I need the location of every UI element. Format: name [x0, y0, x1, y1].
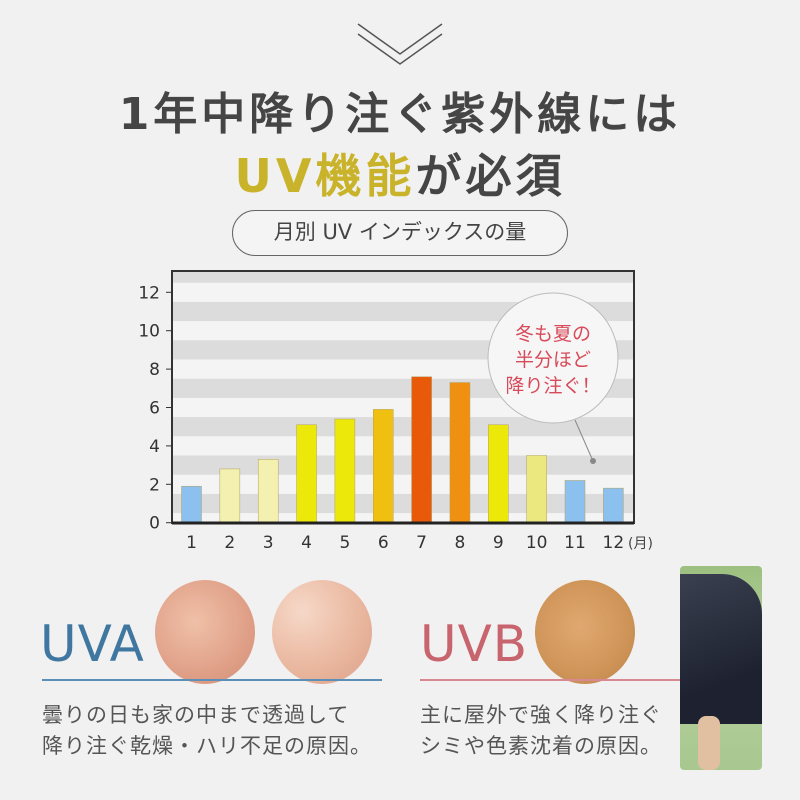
uva-desc-line: 曇りの日も家の中まで透過して [42, 703, 350, 727]
x-tick-label: 9 [493, 533, 504, 553]
y-tick-label: 10 [138, 322, 160, 342]
arm-image [698, 716, 720, 770]
y-tick-label: 4 [149, 437, 160, 457]
bar-month-4 [296, 424, 317, 523]
bar-month-11 [564, 480, 586, 523]
umbrella-photo [680, 566, 762, 770]
grid-band [172, 493, 634, 514]
chart-title-pill: 月別 UV インデックスの量 [232, 210, 568, 256]
bar-month-2 [219, 468, 241, 523]
grid-band [172, 271, 634, 283]
uva-desc-line: 降り注ぐ乾燥・ハリ不足の原因。 [42, 734, 372, 758]
spotted-skin-photo [535, 580, 635, 684]
umbrella-image [680, 574, 762, 724]
bar-month-7 [411, 376, 432, 523]
x-tick-label: 3 [263, 533, 274, 553]
annotation-line: 降り注ぐ！ [505, 375, 600, 397]
headline-line1: 1年中降り注ぐ紫外線には [118, 89, 682, 140]
uva-heading: UVA [40, 615, 145, 673]
grid-band [172, 417, 634, 437]
y-tick-label: 0 [149, 514, 160, 534]
x-unit-label: (月) [628, 536, 653, 552]
x-tick-label: 10 [526, 533, 548, 553]
x-tick-label: 8 [455, 533, 466, 553]
y-tick-label: 8 [149, 360, 160, 380]
grid-band [172, 455, 634, 475]
x-tick-label: 7 [416, 533, 427, 553]
x-tick-label: 11 [564, 533, 586, 553]
bar-month-9 [488, 424, 509, 523]
annotation-line: 冬も夏の [515, 323, 591, 345]
bar-month-12 [603, 487, 624, 523]
bar-month-3 [257, 459, 279, 523]
skin-pinch-photo [272, 580, 372, 684]
y-tick-label: 2 [149, 475, 160, 495]
y-tick-label: 12 [138, 283, 160, 303]
x-tick-label: 2 [224, 533, 235, 553]
uva-description: 曇りの日も家の中まで透過して 降り注ぐ乾燥・ハリ不足の原因。 [42, 700, 372, 762]
x-tick-label: 4 [301, 533, 312, 553]
uvb-desc-line: シミや色素沈着の原因。 [420, 734, 662, 758]
uvb-description: 主に屋外で強く降り注ぐ シミや色素沈着の原因。 [420, 700, 662, 762]
x-tick-label: 5 [339, 533, 350, 553]
headline-highlight: UV機能 [234, 149, 416, 203]
uvb-desc-line: 主に屋外で強く降り注ぐ [420, 703, 662, 727]
bar-month-10 [526, 455, 547, 523]
x-tick-label: 6 [378, 533, 389, 553]
bar-month-6 [373, 409, 394, 523]
headline-line2: UV機能が必須 [0, 140, 800, 206]
x-tick-label: 1 [186, 533, 197, 553]
annotation-line: 半分ほど [515, 349, 591, 371]
uvb-heading: UVB [420, 615, 529, 673]
uvb-divider [420, 679, 682, 681]
annotation-pointer-dot [590, 458, 596, 464]
annotation-bubble: 冬も夏の 半分ほど 降り注ぐ！ [487, 292, 619, 464]
chevron-down-icon [357, 23, 443, 65]
bar-month-8 [449, 382, 471, 523]
x-tick-label: 12 [603, 533, 625, 553]
headline-rest: が必須 [415, 149, 566, 203]
bar-month-5 [334, 418, 356, 523]
uva-divider [42, 679, 382, 681]
dry-skin-photo [155, 580, 255, 684]
y-tick-label: 6 [149, 399, 160, 419]
bar-month-1 [181, 485, 202, 523]
